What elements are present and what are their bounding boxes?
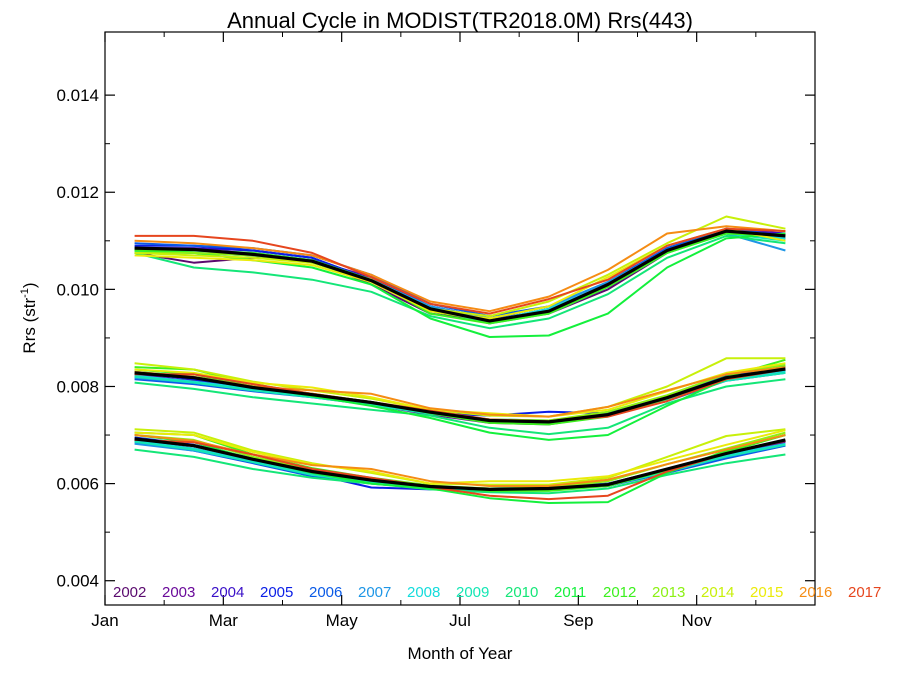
series-line-2014-middle <box>134 357 786 418</box>
legend-item-2009: 2009 <box>456 584 489 601</box>
series-line-2014-upper <box>134 215 786 318</box>
legend-item-2011: 2011 <box>554 584 586 601</box>
series-line-2015-lower <box>134 429 786 485</box>
legend-item-2007: 2007 <box>358 584 391 601</box>
y-axis-title-close: ) <box>20 282 39 288</box>
y-axis-title-main: Rrs (str <box>20 298 39 354</box>
mean-line-lower <box>134 437 786 491</box>
y-tick-label: 0.012 <box>56 183 99 202</box>
legend-item-2004: 2004 <box>211 584 244 601</box>
x-axis: Jan Mar May Jul Sep Nov <box>91 32 757 630</box>
y-tick-label: 0.006 <box>56 475 99 494</box>
x-tick-label: Jan <box>91 611 118 630</box>
legend-item-2017: 2017 <box>848 584 881 601</box>
legend-item-2003: 2003 <box>162 584 195 601</box>
y-axis-title-exponent: -1 <box>19 288 31 298</box>
y-tick-label: 0.010 <box>56 280 99 299</box>
legend-item-2006: 2006 <box>309 584 342 601</box>
y-tick-label: 0.014 <box>56 86 99 105</box>
mean-line-upper <box>134 229 786 323</box>
series-line-2010-upper <box>134 234 786 330</box>
legend-item-2013: 2013 <box>652 584 685 601</box>
mean-line-middle <box>134 367 786 424</box>
legend-item-2016: 2016 <box>799 584 832 601</box>
y-axis: 0.004 0.006 0.008 0.010 0.012 0.014 <box>56 86 815 591</box>
y-axis-title: Rrs (str-1) <box>19 282 39 353</box>
x-tick-label: Jul <box>449 611 471 630</box>
series-layer <box>134 215 786 504</box>
series-line-2013-lower <box>134 431 786 490</box>
series-line-2016-lower <box>134 434 786 487</box>
legend-item-2015: 2015 <box>750 584 783 601</box>
chart-title: Annual Cycle in MODIST(TR2018.0M) Rrs(44… <box>227 8 693 33</box>
x-tick-label: May <box>326 611 359 630</box>
series-line-2017-lower <box>134 438 786 501</box>
series-line-2006-upper <box>134 227 786 318</box>
legend-item-2014: 2014 <box>701 584 734 601</box>
x-axis-title: Month of Year <box>408 644 513 663</box>
legend: 2002 2003 2004 2005 2006 2007 2008 2009 2010 2011… <box>113 584 881 601</box>
legend-item-2012: 2012 <box>603 584 636 601</box>
x-tick-label: Mar <box>209 611 239 630</box>
series-line-2016-upper <box>134 225 786 313</box>
legend-item-2005: 2005 <box>260 584 293 601</box>
x-tick-label: Nov <box>682 611 713 630</box>
legend-item-2002: 2002 <box>113 584 146 601</box>
y-tick-label: 0.008 <box>56 377 99 396</box>
series-line-2017-upper <box>134 227 786 315</box>
x-tick-label: Sep <box>563 611 593 630</box>
legend-item-2008: 2008 <box>407 584 440 601</box>
y-tick-label: 0.004 <box>56 572 99 591</box>
legend-item-2010: 2010 <box>505 584 538 601</box>
